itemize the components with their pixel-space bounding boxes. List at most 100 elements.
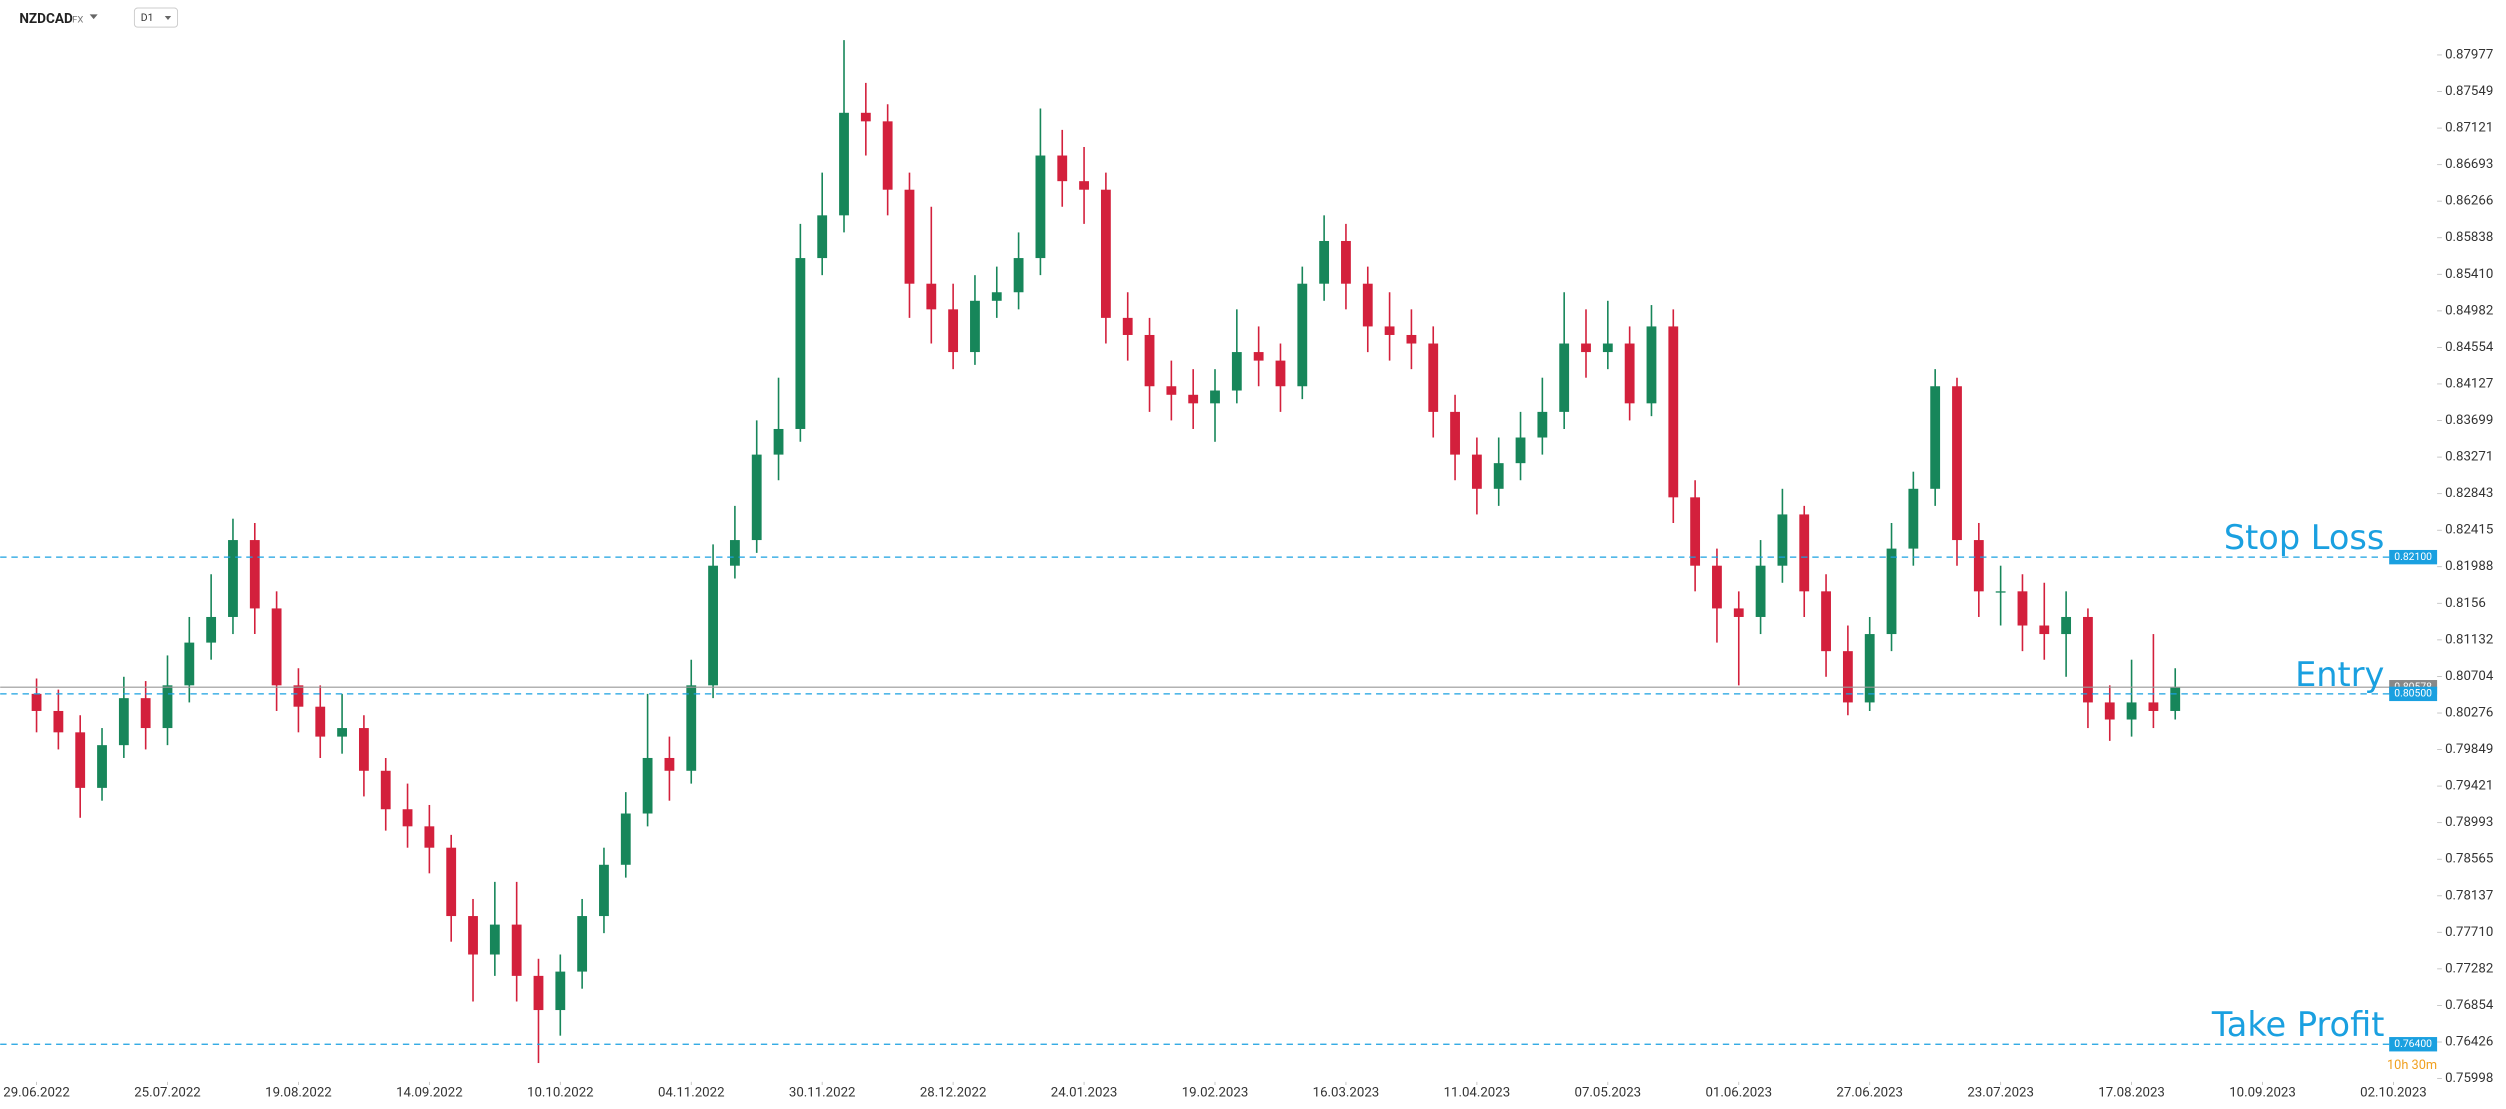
candle-body	[1210, 390, 1220, 404]
candle-body	[1471, 454, 1482, 489]
y-tick-label: 0.75998	[2445, 1071, 2493, 1086]
x-tick-label: 30.11.2022	[789, 1086, 856, 1101]
candle-body	[1559, 343, 1570, 412]
candle-body	[817, 215, 828, 259]
candle-body	[708, 565, 718, 686]
y-tick-label: 0.79849	[2445, 742, 2493, 757]
candle-body	[1275, 360, 1286, 387]
level-name: Stop Loss	[2224, 518, 2385, 557]
level-price: 0.80500	[2394, 687, 2432, 700]
candle-body	[1624, 343, 1635, 404]
candle-body	[1712, 565, 1722, 609]
candle-body	[140, 698, 151, 729]
candle-body	[795, 258, 806, 429]
x-tick-label: 24.01.2023	[1051, 1086, 1118, 1101]
x-tick-label: 04.11.2022	[658, 1086, 725, 1101]
y-tick-label: 0.82415	[2445, 523, 2493, 538]
y-tick-label: 0.86693	[2445, 157, 2493, 172]
x-tick-label: 17.08.2023	[2098, 1086, 2165, 1101]
candle-body	[1188, 394, 1199, 404]
y-tick-label: 0.84982	[2445, 303, 2493, 318]
candle-body	[555, 971, 566, 1011]
x-tick-label: 10.09.2023	[2229, 1086, 2296, 1101]
x-tick-label: 28.12.2022	[920, 1086, 987, 1101]
y-tick-label: 0.81132	[2445, 632, 2493, 647]
candle-body	[1777, 514, 1788, 566]
y-tick-label: 0.83699	[2445, 413, 2493, 428]
level-price: 0.82100	[2394, 550, 2432, 563]
candle-body	[118, 698, 129, 746]
candle-body	[2170, 687, 2181, 711]
candle-body	[1668, 326, 1679, 498]
market: FX	[72, 15, 83, 26]
candle-body	[489, 924, 500, 955]
y-tick-label: 0.76426	[2445, 1035, 2493, 1050]
level-name: Entry	[2295, 655, 2384, 694]
candle-body	[686, 685, 697, 771]
level-badge	[2389, 1037, 2438, 1052]
x-tick-label: 02.10.2023	[2360, 1086, 2427, 1101]
y-tick-label: 0.85838	[2445, 230, 2493, 245]
candle-body	[664, 757, 675, 771]
candle-body	[315, 706, 326, 737]
timeframe[interactable]: D1	[141, 11, 154, 24]
candle-body	[337, 728, 347, 737]
candle-body	[751, 454, 762, 541]
candle-body	[948, 309, 959, 353]
x-tick-label: 07.05.2023	[1575, 1086, 1642, 1101]
candle-body	[904, 189, 915, 284]
symbol-dropdown-arrow[interactable]	[89, 14, 98, 20]
candle-body	[1319, 240, 1330, 284]
candle-body	[577, 916, 588, 972]
candle-body	[1515, 437, 1526, 464]
candle-body	[1930, 386, 1941, 489]
candle-body	[468, 916, 478, 955]
candle-body	[2083, 616, 2093, 703]
y-tick-label: 0.87977	[2445, 47, 2493, 62]
symbol[interactable]: NZDCAD	[19, 11, 73, 27]
y-tick-label: 0.83271	[2445, 450, 2493, 465]
candle-body	[970, 300, 980, 353]
candle-body	[1646, 326, 1657, 404]
candle-body	[1362, 283, 1373, 327]
candle-body	[511, 924, 522, 976]
y-tick-label: 0.87121	[2445, 121, 2493, 136]
candle-body	[2017, 591, 2028, 626]
candle-body	[206, 616, 217, 643]
candle-body	[533, 975, 544, 1011]
x-tick-label: 01.06.2023	[1705, 1086, 1772, 1101]
x-tick-label: 27.06.2023	[1836, 1086, 1903, 1101]
y-tick-label: 0.77282	[2445, 961, 2493, 976]
timeframe-arrow[interactable]	[164, 15, 172, 20]
y-tick-label: 0.85410	[2445, 267, 2493, 282]
y-tick-label: 0.8156	[2445, 596, 2486, 611]
candle-body	[446, 847, 457, 917]
y-tick-label: 0.82843	[2445, 486, 2493, 501]
candle-body	[1057, 155, 1068, 182]
y-tick-label: 0.81988	[2445, 559, 2493, 574]
level-name: Take Profit	[2211, 1005, 2385, 1044]
candle-body	[926, 283, 937, 310]
candle-body	[31, 693, 42, 711]
y-tick-label: 0.77710	[2445, 925, 2493, 940]
candle-body	[1493, 463, 1504, 489]
y-tick-label: 0.78137	[2445, 888, 2493, 903]
candle-body	[2061, 616, 2072, 635]
candle-body	[1035, 155, 1046, 259]
candle-body	[1100, 189, 1111, 318]
candle-body	[642, 757, 653, 814]
candle-body	[1406, 334, 1417, 344]
y-tick-label: 0.86266	[2445, 194, 2493, 209]
candle-body	[1537, 411, 1548, 438]
x-tick-label: 19.08.2022	[265, 1086, 332, 1101]
candle-body	[97, 745, 107, 788]
candle-body	[1341, 240, 1351, 284]
y-tick-label: 0.87549	[2445, 84, 2493, 99]
candle-body	[1231, 352, 1242, 391]
x-tick-label: 16.03.2023	[1313, 1086, 1380, 1101]
candle-body	[162, 685, 173, 729]
timeframe-select[interactable]	[133, 7, 179, 28]
y-tick-label: 0.80276	[2445, 706, 2493, 721]
candle-body	[2104, 702, 2115, 720]
candle-body	[1864, 634, 1875, 703]
